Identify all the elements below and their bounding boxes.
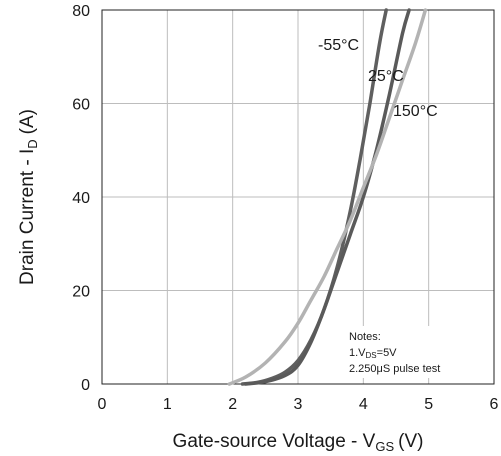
y-axis-title-unit: (A) xyxy=(17,109,38,134)
x-tick-label-3: 3 xyxy=(294,396,303,413)
x-tick-label-1: 1 xyxy=(163,396,172,413)
y-axis-title-sub: D xyxy=(25,139,40,148)
y-tick-label-1: 20 xyxy=(72,284,90,301)
series-curves xyxy=(227,8,428,386)
y-axis-title: Drain Current - ID (A) xyxy=(17,109,40,285)
y-axis-title-main: Drain Current - I xyxy=(17,149,38,285)
x-tick-label-6: 6 xyxy=(490,396,499,413)
x-axis-title-sub: GS xyxy=(375,439,394,454)
curve-25c xyxy=(243,8,411,386)
notes-line-1: 1.VDS=5V xyxy=(349,347,397,360)
notes-line-1-sub: DS xyxy=(366,351,377,360)
y-tick-label-0: 0 xyxy=(81,377,90,394)
series-label-25c: 25°C xyxy=(368,68,404,85)
notes-line-1-post: =5V xyxy=(377,347,398,359)
x-tick-label-4: 4 xyxy=(359,396,368,413)
y-tick-label-3: 60 xyxy=(72,97,90,114)
plot-frame xyxy=(101,9,495,385)
y-tick-label-4: 80 xyxy=(72,3,90,20)
y-tick-label-2: 40 xyxy=(72,190,90,207)
x-axis-title-unit: (V) xyxy=(398,431,423,452)
x-axis-title: Gate-source Voltage - VGS (V) xyxy=(173,431,424,454)
series-label-minus55c: -55°C xyxy=(318,37,359,54)
notes-line-1-pre: 1.V xyxy=(349,347,366,359)
x-tick-label-2: 2 xyxy=(228,396,237,413)
x-axis-title-main: Gate-source Voltage - V xyxy=(173,431,376,452)
y-tick-labels: 0 20 40 60 80 xyxy=(72,3,90,394)
x-tick-label-0: 0 xyxy=(98,396,107,413)
curve-150c xyxy=(227,8,428,386)
curve-label-group: -55°C 25°C 150°C xyxy=(318,37,438,120)
notes-box: Notes: 1.VDS=5V 2.250μS pulse test xyxy=(344,326,466,378)
x-tick-labels: 0 1 2 3 4 5 6 xyxy=(98,396,499,413)
x-tick-label-5: 5 xyxy=(424,396,433,413)
notes-line-2: 2.250μS pulse test xyxy=(349,363,440,375)
series-label-150c: 150°C xyxy=(393,103,438,120)
notes-title: Notes: xyxy=(349,331,381,343)
